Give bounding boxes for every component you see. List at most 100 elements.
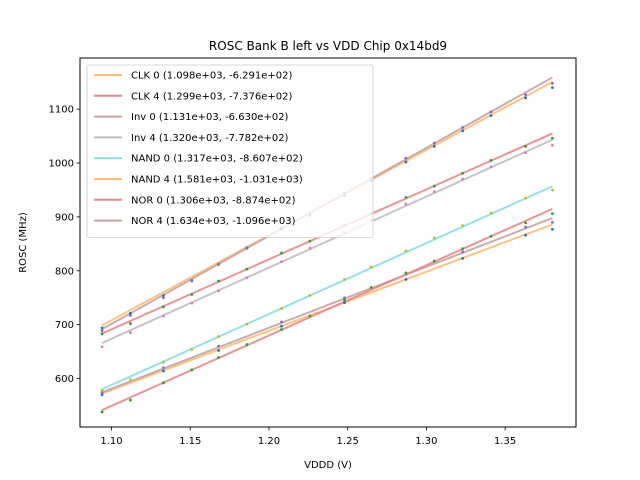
data-point [190, 301, 194, 305]
x-tick-label: 1.30 [415, 436, 437, 447]
data-point [245, 276, 249, 280]
data-point [343, 278, 346, 281]
data-point [100, 391, 104, 394]
points-clk-0 [100, 227, 554, 397]
data-point [489, 211, 493, 215]
data-point [550, 86, 554, 90]
data-point [245, 343, 249, 346]
data-point [162, 381, 165, 385]
data-point [489, 165, 493, 169]
data-point [404, 249, 408, 253]
data-point [404, 271, 408, 275]
data-point [280, 307, 283, 310]
data-point [217, 356, 220, 359]
legend-label: NOR 4 (1.634e+03, -1.096e+03) [131, 216, 296, 227]
data-point [461, 126, 465, 129]
data-point [308, 314, 312, 318]
legend-item: Inv 4 (1.320e+03, -7.782e+02) [94, 133, 289, 144]
data-point [524, 96, 528, 100]
data-point [524, 233, 528, 237]
data-point [308, 239, 312, 243]
points-nor-0 [100, 212, 554, 414]
series-inv-4 [101, 138, 553, 344]
data-point [343, 298, 346, 302]
y-tick-label: 900 [55, 212, 74, 223]
data-point [432, 141, 436, 145]
data-point [524, 151, 528, 155]
data-point [217, 262, 220, 266]
legend-item: NOR 0 (1.306e+03, -8.874e+02) [94, 195, 296, 206]
data-point [404, 196, 408, 199]
legend-label: NAND 4 (1.581e+03, -1.031e+03) [131, 175, 303, 186]
data-point [432, 236, 436, 240]
legend-item: NAND 0 (1.317e+03, -8.607e+02) [94, 154, 303, 165]
data-point [432, 144, 436, 148]
data-point [190, 279, 194, 283]
data-point [524, 225, 528, 229]
data-point [128, 311, 132, 315]
data-point [432, 190, 436, 193]
data-point [461, 171, 465, 175]
data-point [162, 294, 165, 297]
data-point [550, 212, 554, 216]
legend-item: CLK 4 (1.299e+03, -7.376e+02) [94, 91, 292, 102]
data-point [128, 398, 132, 402]
data-point [162, 369, 165, 373]
fit-line [101, 185, 553, 391]
data-point [308, 246, 312, 250]
data-point [369, 286, 373, 289]
data-point [550, 143, 554, 147]
data-point [162, 366, 165, 370]
data-point [128, 331, 132, 335]
data-point [461, 250, 465, 254]
data-point [550, 227, 554, 231]
series-inv-0 [101, 217, 553, 394]
axes-frame [79, 57, 577, 428]
data-point [550, 220, 554, 224]
data-point [128, 378, 132, 381]
data-point [100, 393, 104, 397]
fit-line [101, 138, 553, 344]
x-tick-label: 1.10 [100, 436, 122, 447]
data-point [100, 329, 104, 332]
data-point [524, 196, 528, 200]
legend-item: Inv 0 (1.131e+03, -6.630e+02) [94, 112, 289, 123]
data-point [461, 256, 465, 260]
data-point [217, 335, 220, 338]
data-point [128, 322, 132, 325]
data-point [343, 301, 346, 304]
legend-item: CLK 0 (1.098e+03, -6.291e+02) [94, 71, 292, 82]
data-point [343, 296, 346, 300]
series-nand-0 [101, 185, 553, 391]
data-point [369, 265, 373, 269]
data-point [190, 368, 194, 372]
data-point [100, 332, 104, 336]
x-tick-label: 1.15 [179, 436, 201, 447]
x-tick-label: 1.20 [258, 436, 280, 447]
legend-label: NOR 0 (1.306e+03, -8.874e+02) [131, 195, 296, 206]
data-point [162, 305, 165, 309]
y-tick-label: 700 [55, 320, 74, 331]
data-point [550, 81, 554, 85]
data-point [404, 202, 408, 206]
data-point [280, 251, 283, 255]
data-point [217, 279, 220, 283]
data-point [245, 267, 249, 271]
legend: CLK 0 (1.098e+03, -6.291e+02) CLK 4 (1.29… [86, 64, 374, 238]
x-tick-label: 1.25 [337, 436, 359, 447]
data-point [280, 324, 283, 328]
y-axis-label: ROSC (MHz) [18, 212, 29, 273]
data-point [280, 328, 283, 331]
legend-label: NAND 0 (1.317e+03, -8.607e+02) [131, 154, 303, 165]
data-point [190, 293, 194, 296]
data-point [489, 234, 493, 238]
data-point [404, 160, 408, 164]
data-point [162, 360, 165, 364]
points-nand-0 [100, 188, 554, 392]
data-point [489, 158, 493, 162]
x-axis: 1.10 1.15 1.20 1.25 1.30 1.35 [100, 427, 516, 447]
data-point [432, 259, 436, 263]
data-point [550, 136, 554, 140]
data-point [280, 260, 283, 264]
